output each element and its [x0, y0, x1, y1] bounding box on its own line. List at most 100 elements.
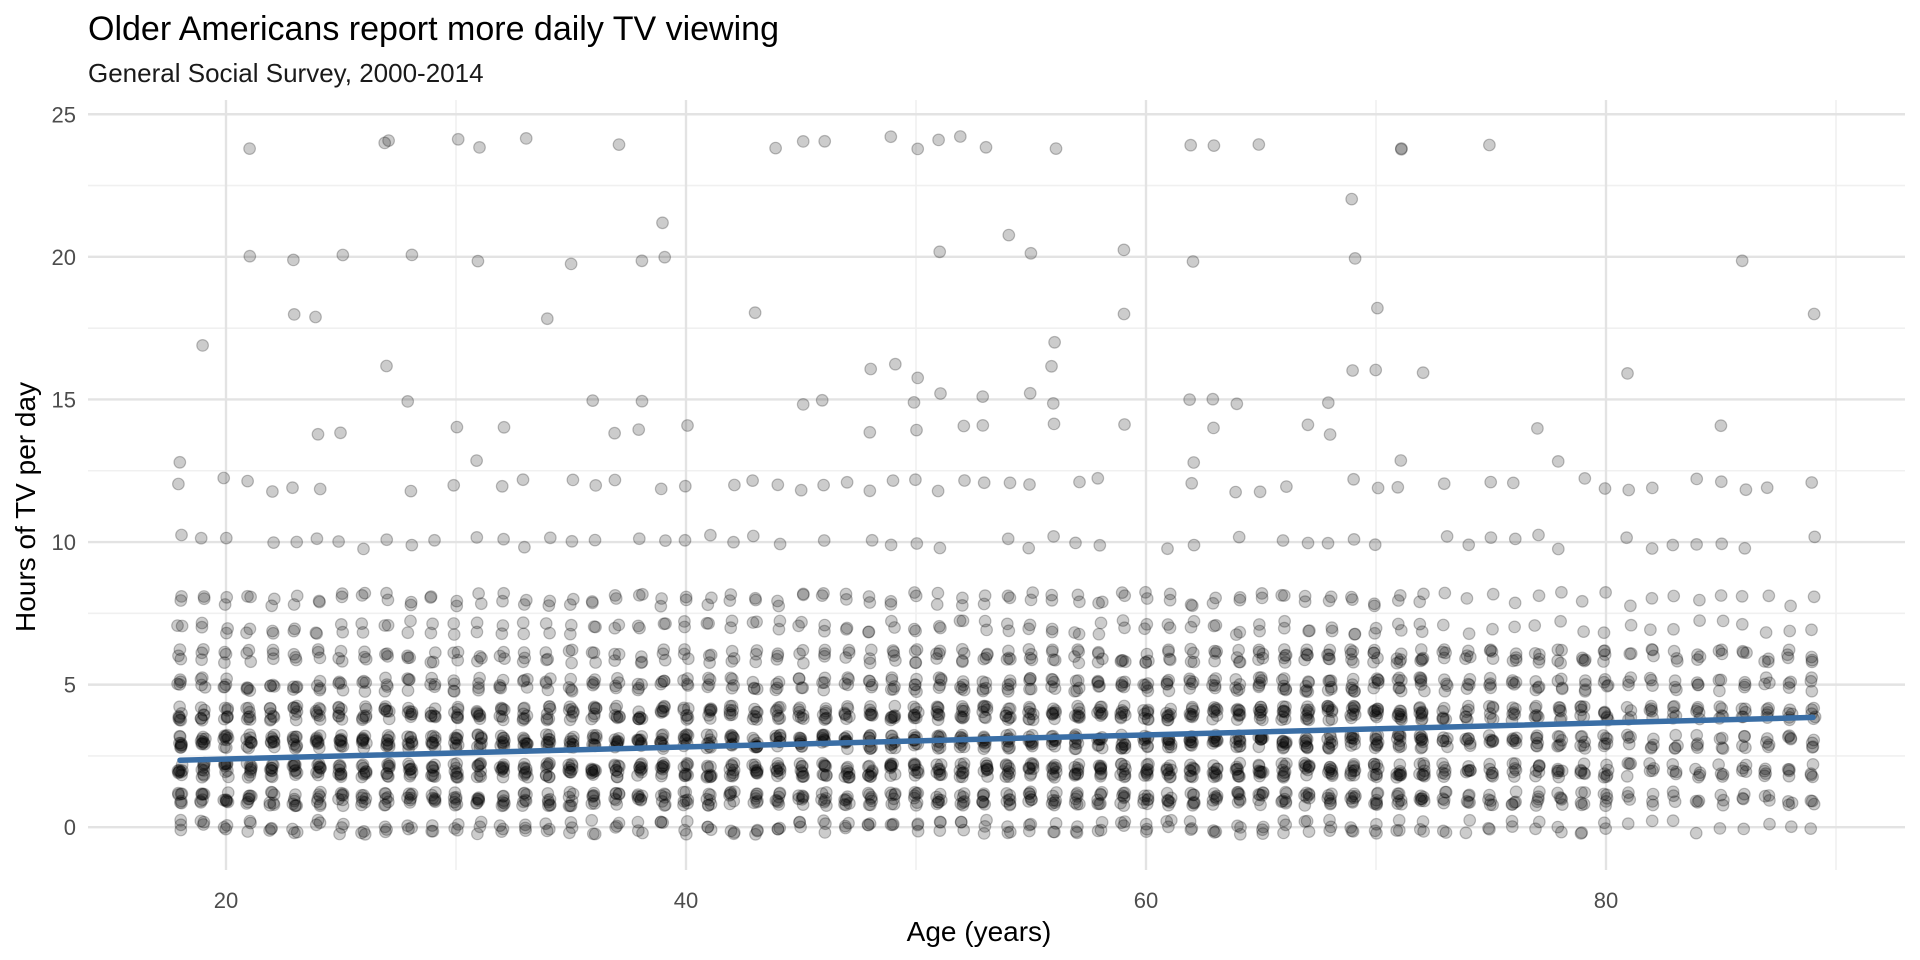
data-point — [1068, 767, 1082, 781]
data-point — [404, 730, 418, 744]
data-point — [378, 798, 391, 812]
data-point — [1761, 652, 1775, 666]
data-point — [449, 767, 463, 781]
data-point — [1276, 794, 1289, 808]
data-point — [195, 737, 209, 751]
data-point — [1141, 684, 1155, 698]
data-point — [244, 765, 257, 779]
data-point — [1278, 614, 1291, 628]
data-point — [1185, 677, 1199, 691]
data-point — [1438, 684, 1452, 698]
data-point — [356, 713, 369, 727]
data-point — [332, 759, 346, 773]
data-point — [311, 735, 325, 749]
data-point — [1093, 679, 1106, 693]
data-point — [358, 827, 372, 841]
data-point — [544, 672, 557, 685]
data-point — [1486, 587, 1500, 601]
data-point — [541, 760, 554, 773]
data-point — [171, 619, 184, 632]
data-point — [195, 737, 209, 750]
data-point — [198, 680, 212, 694]
data-point — [862, 625, 875, 639]
data-point — [267, 798, 281, 812]
data-point — [404, 788, 418, 802]
data-point — [334, 618, 348, 631]
data-point — [1690, 738, 1704, 752]
data-point — [286, 797, 300, 811]
data-point — [381, 729, 395, 742]
data-point — [243, 710, 257, 723]
data-point — [634, 656, 648, 670]
data-point — [195, 787, 209, 800]
data-point — [290, 705, 304, 718]
data-point — [543, 531, 557, 545]
data-point — [240, 646, 254, 660]
data-point — [1092, 627, 1106, 641]
data-point — [680, 815, 694, 828]
data-point — [333, 738, 347, 752]
data-point — [175, 590, 188, 603]
data-point — [403, 793, 417, 807]
data-point — [1712, 684, 1726, 698]
data-point — [287, 701, 301, 714]
data-point — [1277, 672, 1291, 685]
data-point — [543, 702, 557, 716]
data-point — [1346, 364, 1359, 377]
data-point — [475, 737, 488, 750]
data-point — [358, 685, 372, 698]
data-point — [610, 699, 624, 713]
data-point — [1184, 620, 1198, 634]
data-point — [263, 701, 277, 715]
data-point — [585, 766, 598, 780]
data-point — [1507, 770, 1521, 783]
data-point — [1302, 791, 1316, 805]
data-point — [448, 786, 462, 800]
data-point — [380, 767, 394, 780]
data-point — [793, 816, 806, 829]
data-point — [956, 711, 969, 725]
data-point — [426, 736, 439, 749]
data-point — [564, 799, 578, 813]
data-point — [543, 626, 556, 640]
data-point — [1782, 763, 1796, 776]
data-point — [243, 249, 257, 263]
data-point — [884, 769, 898, 782]
data-point — [428, 734, 442, 747]
data-point — [172, 765, 186, 779]
data-point — [1091, 471, 1105, 485]
data-point — [447, 685, 461, 698]
data-point — [425, 824, 439, 838]
data-point — [910, 423, 923, 437]
data-point — [1483, 644, 1497, 657]
data-point — [287, 737, 301, 751]
data-point — [289, 713, 303, 727]
data-point — [749, 710, 763, 724]
data-point — [267, 735, 281, 749]
data-point — [608, 733, 622, 746]
data-point — [611, 765, 625, 779]
data-point — [404, 484, 418, 498]
data-point — [1643, 623, 1657, 637]
data-point — [727, 652, 741, 665]
data-point — [195, 671, 209, 685]
data-point — [518, 793, 532, 807]
data-point — [1210, 645, 1224, 658]
chart-title: Older Americans report more daily TV vie… — [88, 10, 779, 48]
data-point — [770, 794, 784, 808]
data-point — [288, 826, 301, 840]
data-point — [976, 390, 990, 404]
data-point — [496, 822, 510, 836]
data-point — [425, 788, 439, 802]
data-point — [1371, 481, 1385, 495]
data-point — [1714, 419, 1728, 433]
data-point — [288, 622, 302, 636]
data-point — [171, 677, 185, 691]
data-point — [1716, 770, 1729, 783]
data-point — [310, 766, 323, 779]
data-point — [312, 741, 326, 755]
data-point — [911, 817, 925, 831]
data-point — [244, 590, 258, 604]
data-point — [1000, 794, 1014, 808]
data-point — [195, 770, 209, 784]
